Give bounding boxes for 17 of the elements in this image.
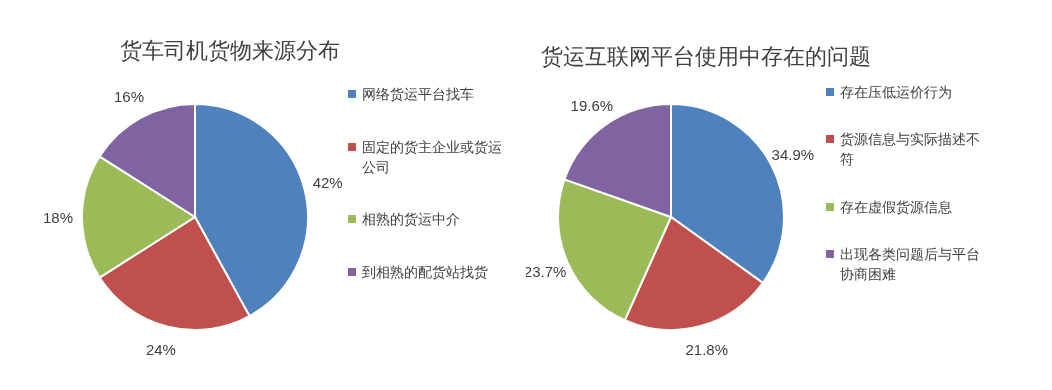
data-label: 21.8% [685, 340, 729, 358]
legend-label: 固定的货主企业或货运公司 [362, 137, 502, 177]
legend-label: 网络货运平台找车 [362, 85, 475, 105]
legend-label: 存在压低运价行为 [840, 82, 953, 102]
legend-label: 到相熟的配货站找货 [362, 262, 489, 282]
legend-label: 相熟的货运中介 [362, 210, 461, 230]
chart-title: 货车司机货物来源分布 [119, 37, 341, 65]
legend-label: 货源信息与实际描述不符 [840, 130, 980, 170]
chart-title: 货运互联网平台使用中存在的问题 [540, 43, 872, 71]
data-label: 16% [113, 88, 145, 106]
legend-label: 存在虚假货源信息 [840, 197, 953, 217]
data-label: 42% [312, 174, 343, 192]
data-label: 19.6% [570, 96, 614, 114]
legend-label: 出现各类问题后与平台协商困难 [840, 245, 980, 285]
data-label: 24% [145, 341, 176, 359]
data-label: 34.9% [771, 145, 815, 163]
data-label: 18% [42, 208, 74, 226]
